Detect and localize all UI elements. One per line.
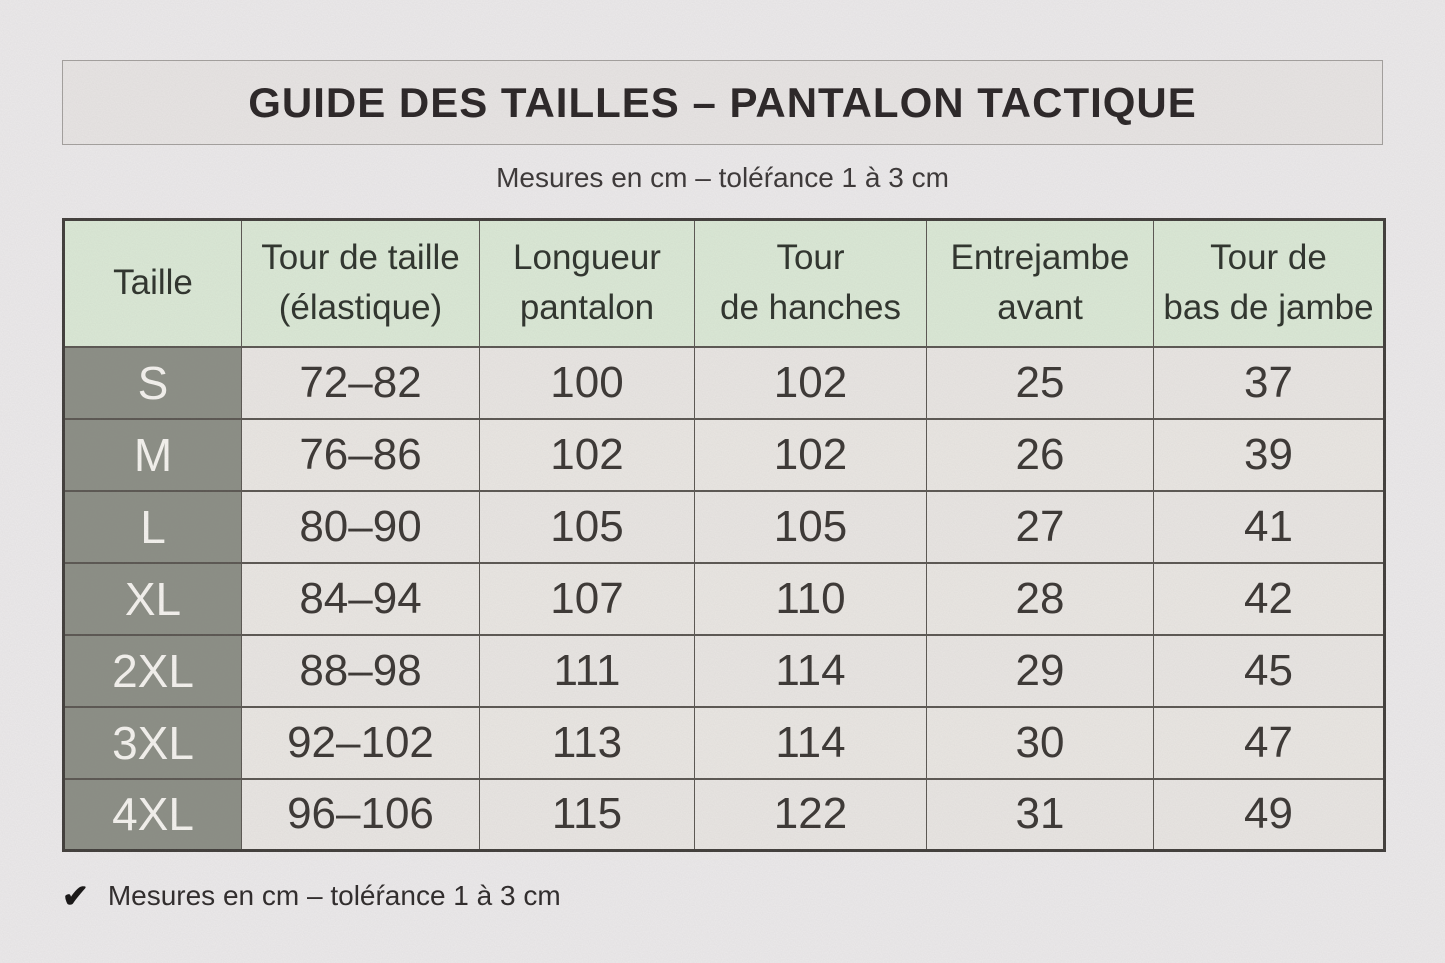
value-cell: 25 bbox=[926, 345, 1154, 420]
page-title: GUIDE DES TAILLES – PANTALON TACTIQUE bbox=[248, 78, 1197, 126]
value-cell: 114 bbox=[694, 633, 927, 708]
value-cell: 96–106 bbox=[241, 777, 480, 852]
value-cell: 26 bbox=[926, 417, 1154, 492]
value-cell: 27 bbox=[926, 489, 1154, 564]
value-cell: 84–94 bbox=[241, 561, 480, 636]
value-cell: 30 bbox=[926, 705, 1154, 780]
footer-note-text: Mesures en cm – toléŕance 1 à 3 cm bbox=[107, 880, 561, 911]
value-cell: 42 bbox=[1153, 561, 1385, 636]
title-banner: GUIDE DES TAILLES – PANTALON TACTIQUE bbox=[62, 60, 1383, 145]
header-line: Tour de taille bbox=[261, 237, 460, 277]
value-cell: 114 bbox=[694, 705, 927, 780]
size-cell: S bbox=[63, 345, 242, 420]
header-line: Tour de bbox=[1210, 237, 1327, 277]
subtitle: Mesures en cm – toléŕance 1 à 3 cm bbox=[496, 162, 949, 193]
size-cell: XL bbox=[63, 561, 242, 636]
header-line: Tour bbox=[776, 237, 845, 277]
value-cell: 102 bbox=[479, 417, 695, 492]
value-cell: 115 bbox=[479, 777, 695, 852]
header-line: pantalon bbox=[519, 288, 655, 328]
value-cell: 29 bbox=[926, 633, 1154, 708]
value-cell: 100 bbox=[479, 345, 695, 420]
value-cell: 102 bbox=[694, 345, 927, 420]
table-header-row: Taille Tour de taille (élastique) Longue… bbox=[63, 218, 1385, 348]
value-cell: 113 bbox=[479, 705, 695, 780]
header-line: avant bbox=[997, 288, 1083, 328]
column-header-entrejambe-avant: Entrejambe avant bbox=[926, 218, 1154, 348]
checkmark-icon: ✔ bbox=[62, 878, 89, 914]
table-row-3xl: 3XL 92–102 113 114 30 47 bbox=[63, 705, 1385, 780]
footer-note: ✔ Mesures en cm – toléŕance 1 à 3 cm bbox=[62, 880, 561, 912]
column-header-taille: Taille bbox=[63, 218, 242, 348]
column-header-longueur-pantalon: Longueur pantalon bbox=[479, 218, 695, 348]
size-cell: 2XL bbox=[63, 633, 242, 708]
table-row-s: S 72–82 100 102 25 37 bbox=[63, 345, 1385, 420]
value-cell: 107 bbox=[479, 561, 695, 636]
value-cell: 41 bbox=[1153, 489, 1385, 564]
table-row-4xl: 4XL 96–106 115 122 31 49 bbox=[63, 777, 1385, 852]
value-cell: 80–90 bbox=[241, 489, 480, 564]
value-cell: 110 bbox=[694, 561, 927, 636]
value-cell: 92–102 bbox=[241, 705, 480, 780]
table-row-2xl: 2XL 88–98 111 114 29 45 bbox=[63, 633, 1385, 708]
value-cell: 105 bbox=[694, 489, 927, 564]
value-cell: 105 bbox=[479, 489, 695, 564]
value-cell: 111 bbox=[479, 633, 695, 708]
header-line: de hanches bbox=[720, 288, 901, 328]
size-cell: L bbox=[63, 489, 242, 564]
header-line: bas de jambe bbox=[1163, 288, 1374, 328]
value-cell: 102 bbox=[694, 417, 927, 492]
table-row-xl: XL 84–94 107 110 28 42 bbox=[63, 561, 1385, 636]
column-header-tour-de-taille: Tour de taille (élastique) bbox=[241, 218, 480, 348]
value-cell: 28 bbox=[926, 561, 1154, 636]
column-header-tour-de-hanches: Tour de hanches bbox=[694, 218, 927, 348]
value-cell: 39 bbox=[1153, 417, 1385, 492]
value-cell: 31 bbox=[926, 777, 1154, 852]
table-row-l: L 80–90 105 105 27 41 bbox=[63, 489, 1385, 564]
header-line: Longueur bbox=[513, 237, 661, 277]
size-cell: M bbox=[63, 417, 242, 492]
table-row-m: M 76–86 102 102 26 39 bbox=[63, 417, 1385, 492]
value-cell: 45 bbox=[1153, 633, 1385, 708]
value-cell: 49 bbox=[1153, 777, 1385, 852]
value-cell: 76–86 bbox=[241, 417, 480, 492]
header-line: (élastique) bbox=[278, 288, 443, 328]
size-cell: 3XL bbox=[63, 705, 242, 780]
size-guide-table: Taille Tour de taille (élastique) Longue… bbox=[62, 218, 1386, 852]
value-cell: 88–98 bbox=[241, 633, 480, 708]
value-cell: 37 bbox=[1153, 345, 1385, 420]
header-line: Entrejambe bbox=[950, 237, 1130, 277]
column-header-tour-bas-de-jambe: Tour de bas de jambe bbox=[1153, 218, 1385, 348]
value-cell: 47 bbox=[1153, 705, 1385, 780]
value-cell: 122 bbox=[694, 777, 927, 852]
value-cell: 72–82 bbox=[241, 345, 480, 420]
size-cell: 4XL bbox=[63, 777, 242, 852]
